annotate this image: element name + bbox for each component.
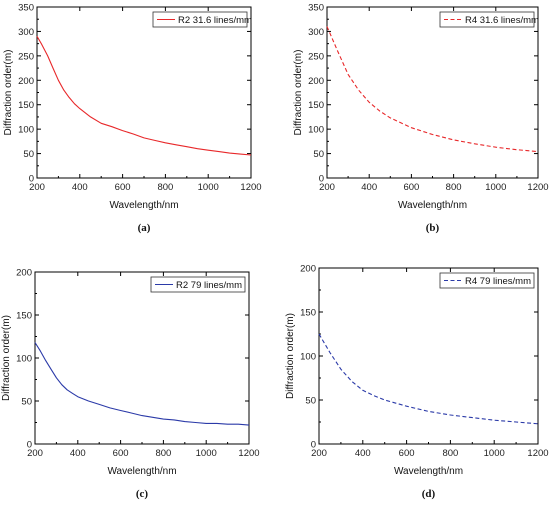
series-line (318, 333, 539, 425)
y-tick-label: 0 (319, 174, 324, 185)
legend-label: R2 31.6 lines/mm (178, 15, 252, 26)
x-tick-label: 600 (399, 448, 415, 459)
y-tick-label: 300 (308, 27, 324, 38)
y-tick-label: 100 (300, 352, 316, 363)
y-tick-label: 150 (308, 100, 324, 111)
x-tick-label: 800 (442, 448, 458, 459)
x-tick-label: 600 (115, 182, 131, 193)
legend-label: R2 79 lines/mm (176, 280, 242, 291)
x-tick-label: 200 (27, 448, 43, 459)
y-tick-label: 50 (21, 397, 32, 408)
plot-frame (34, 271, 250, 445)
x-tick-label: 1200 (238, 448, 259, 459)
legend-box (439, 272, 535, 289)
x-tick-label: 400 (355, 448, 371, 459)
legend-label: R4 79 lines/mm (465, 276, 531, 287)
x-tick-label: 400 (361, 182, 377, 193)
y-tick-label: 250 (18, 51, 34, 62)
x-axis-label: Wavelength/nm (109, 200, 178, 211)
y-tick-label: 150 (16, 311, 32, 322)
x-tick-label: 800 (155, 448, 171, 459)
x-tick-label: 1200 (527, 182, 548, 193)
y-tick-label: 0 (27, 440, 32, 451)
x-axis-label: Wavelength/nm (107, 466, 176, 477)
x-axis-label: Wavelength/nm (394, 466, 463, 477)
y-tick-label: 0 (29, 174, 34, 185)
y-tick-label: 150 (300, 308, 316, 319)
x-axis-label: Wavelength/nm (398, 200, 467, 211)
y-tick-label: 100 (18, 125, 34, 136)
x-tick-label: 400 (70, 448, 86, 459)
y-tick-label: 150 (18, 100, 34, 111)
legend-box (439, 11, 535, 28)
y-tick-label: 200 (308, 76, 324, 87)
y-tick-label: 300 (18, 27, 34, 38)
x-tick-label: 1000 (484, 448, 505, 459)
plot-frame (326, 6, 539, 179)
series-line (36, 36, 252, 156)
y-axis-label: Diffraction order(m) (3, 50, 14, 136)
panel-caption: (c) (136, 488, 149, 500)
panel-2: 200 400 600 800 1000 1200 0 50 100 150 200 250 300 35… (293, 3, 549, 235)
x-tick-label: 1000 (198, 182, 219, 193)
series-line (326, 26, 539, 153)
x-tick-label: 200 (311, 448, 327, 459)
legend-box (150, 276, 246, 293)
legend-box (152, 11, 248, 28)
panel-4: 200 400 600 800 1000 1200 0 50 100 150 200 Waveleng… (285, 264, 549, 501)
panel-caption: (a) (138, 222, 151, 234)
y-axis-label: Diffraction order(m) (293, 50, 304, 136)
x-tick-label: 1200 (527, 448, 548, 459)
plot-frame (36, 6, 252, 179)
panel-3: 200 400 600 800 1000 1200 0 50 100 150 200 Waveleng… (1, 268, 260, 501)
y-tick-label: 350 (308, 3, 324, 14)
y-tick-label: 0 (311, 440, 316, 451)
y-tick-label: 200 (18, 76, 34, 87)
x-tick-label: 200 (319, 182, 335, 193)
x-tick-label: 400 (72, 182, 88, 193)
y-tick-label: 50 (313, 149, 324, 160)
y-axis-label: Diffraction order(m) (1, 315, 12, 401)
y-tick-label: 200 (300, 264, 316, 275)
x-tick-label: 600 (403, 182, 419, 193)
series-line (34, 342, 250, 426)
x-tick-label: 800 (157, 182, 173, 193)
x-tick-label: 1000 (196, 448, 217, 459)
y-tick-label: 50 (23, 149, 34, 160)
x-tick-label: 800 (446, 182, 462, 193)
y-tick-label: 350 (18, 3, 34, 14)
y-tick-label: 250 (308, 51, 324, 62)
panel-caption: (d) (422, 488, 436, 500)
y-tick-label: 200 (16, 268, 32, 279)
panel-1: 200 400 600 800 1000 1200 0 50 100 150 200 250 300 35… (3, 3, 262, 235)
y-axis-label: Diffraction order(m) (285, 313, 296, 399)
x-tick-label: 1000 (485, 182, 506, 193)
y-tick-label: 100 (308, 125, 324, 136)
panel-caption: (b) (426, 222, 440, 234)
x-tick-label: 600 (113, 448, 129, 459)
x-tick-label: 200 (29, 182, 45, 193)
y-tick-label: 50 (305, 396, 316, 407)
y-tick-label: 100 (16, 354, 32, 365)
plot-frame (318, 267, 539, 445)
x-tick-label: 1200 (240, 182, 261, 193)
legend-label: R4 31.6 lines/mm (465, 15, 539, 26)
